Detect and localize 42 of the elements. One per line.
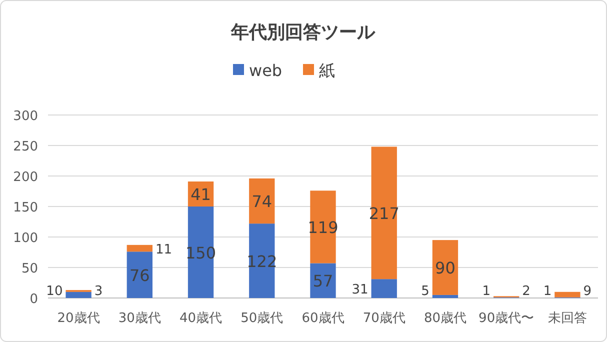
legend-label: web: [249, 61, 282, 80]
data-label: 90: [435, 258, 456, 278]
data-label: 5: [421, 284, 430, 299]
y-tick-label: 150: [13, 200, 38, 216]
data-label: 41: [190, 184, 211, 204]
bar: [432, 294, 458, 298]
bar: [371, 279, 397, 298]
y-tick-label: 100: [13, 231, 38, 246]
y-tick-label: 250: [13, 140, 38, 154]
data-label: 2: [522, 284, 530, 299]
x-tick-label: 40歳代: [180, 311, 222, 326]
bar: [249, 178, 275, 224]
data-label: 74: [252, 192, 272, 212]
y-tick-label: 50: [21, 262, 38, 276]
y-tick-label: 300: [13, 109, 38, 124]
data-label: 10: [46, 284, 63, 299]
x-tick-label: 80歳代: [424, 311, 466, 326]
chart-title: 年代別回答ツール: [230, 22, 376, 43]
bar: [126, 244, 152, 252]
bar: [66, 292, 92, 298]
y-tick-label: 200: [13, 170, 38, 185]
data-label: 57: [312, 272, 334, 291]
x-tick-label: 90歳代〜: [478, 311, 534, 326]
x-tick-label: 70歳代: [362, 311, 406, 326]
bar: [432, 240, 458, 295]
data-label: 9: [583, 284, 592, 299]
bar: [554, 292, 580, 298]
bar: [126, 252, 152, 298]
legend-label: 紙: [319, 61, 335, 80]
data-label: 1: [543, 284, 552, 299]
x-tick-label: 50歳代: [240, 311, 284, 326]
x-tick-label: 未回答: [548, 311, 587, 326]
y-tick-label: 0: [30, 292, 38, 307]
x-tick-label: 30歳代: [118, 311, 161, 326]
data-label: 11: [156, 242, 172, 258]
x-tick-label: 20歳代: [57, 311, 100, 326]
data-label: 76: [129, 266, 150, 285]
bar: [310, 263, 336, 298]
x-tick-label: 60歳代: [302, 311, 344, 326]
data-label: 1: [482, 284, 490, 299]
data-label: 31: [352, 282, 368, 298]
data-label: 3: [94, 284, 103, 299]
